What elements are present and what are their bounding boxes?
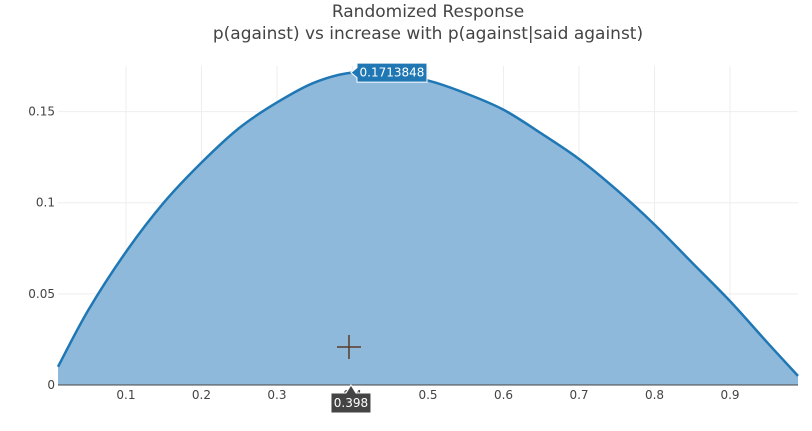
x-tick-label: 0.2 [192, 388, 211, 402]
hover-x-label: 0.398 [334, 396, 368, 410]
x-tick-label: 0.9 [720, 388, 739, 402]
hover-y-label: 0.1713848 [360, 66, 425, 80]
x-tick-label: 0.5 [418, 388, 437, 402]
crosshair-cursor-icon [336, 335, 361, 359]
hover-x-label-box [330, 384, 372, 414]
x-tick-label: 0.6 [494, 388, 513, 402]
y-tick-label: 0 [47, 378, 55, 392]
x-tick-label: 0.8 [645, 388, 664, 402]
y-tick-label: 0.1 [36, 196, 55, 210]
x-tick-label: 0.3 [267, 388, 286, 402]
chart-subtitle: p(against) vs increase with p(against|sa… [213, 24, 643, 44]
hover-y-label-box [350, 62, 428, 83]
x-tick-label: 0.1 [116, 388, 135, 402]
hover-labels: 0.1713848 0.398 [330, 62, 428, 414]
y-tick-label: 0.05 [28, 287, 55, 301]
axes: 0.10.20.30.40.50.60.70.80.900.050.10.15 [28, 105, 798, 402]
chart-title-group: Randomized Response p(against) vs increa… [213, 2, 643, 44]
y-tick-label: 0.15 [28, 105, 55, 119]
area-fill [58, 72, 798, 385]
x-tick-label: 0.7 [569, 388, 588, 402]
series-line[interactable] [56, 71, 799, 377]
area-series[interactable] [56, 71, 799, 385]
chart-title: Randomized Response [332, 2, 524, 22]
